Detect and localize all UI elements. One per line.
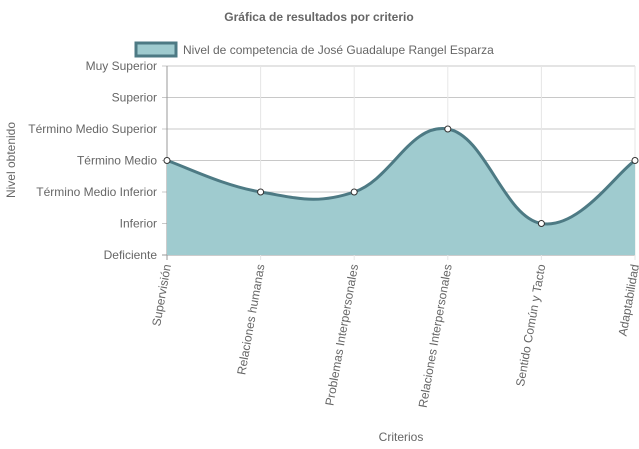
x-tick-label: Relaciones Interpersonales: [416, 263, 455, 409]
y-tick-label: Deficiente: [104, 248, 158, 262]
y-tick-label: Superior: [112, 91, 157, 105]
legend-label: Nivel de competencia de José Guadalupe R…: [183, 43, 494, 57]
legend[interactable]: Nivel de competencia de José Guadalupe R…: [134, 41, 494, 58]
y-tick-label: Inferior: [120, 217, 157, 231]
data-point[interactable]: [537, 220, 545, 227]
data-point[interactable]: [257, 188, 265, 196]
x-tick-label: Supervisión: [149, 263, 174, 327]
x-axis-ticks: Supervisión Relaciones humanas Problemas I…: [149, 263, 639, 409]
y-tick-label: Término Medio: [77, 154, 157, 168]
x-tick-label: Sentido Común y Tacto: [513, 263, 548, 388]
legend-swatch: [134, 41, 178, 58]
x-axis-title: Criterios: [379, 430, 424, 444]
series-area: [167, 128, 635, 255]
chart-title: Gráfica de resultados por criterio: [224, 10, 413, 24]
y-axis-ticks: Deficiente Inferior Término Medio Inferior…: [28, 59, 157, 262]
series-layer: [163, 125, 639, 255]
y-tick-label: Término Medio Superior: [28, 122, 157, 136]
y-axis-title: Nivel obtenido: [4, 122, 18, 198]
data-point[interactable]: [631, 157, 639, 164]
y-tick-label: Muy Superior: [86, 59, 157, 73]
data-point[interactable]: [444, 125, 452, 133]
x-tick-label: Adaptabilidad: [616, 263, 639, 337]
x-tick-label: Problemas Interpersonales: [322, 263, 361, 407]
data-point[interactable]: [163, 157, 171, 164]
data-point[interactable]: [350, 188, 358, 196]
x-tick-label: Relaciones humanas: [234, 263, 267, 376]
y-tick-label: Término Medio Inferior: [36, 185, 157, 199]
